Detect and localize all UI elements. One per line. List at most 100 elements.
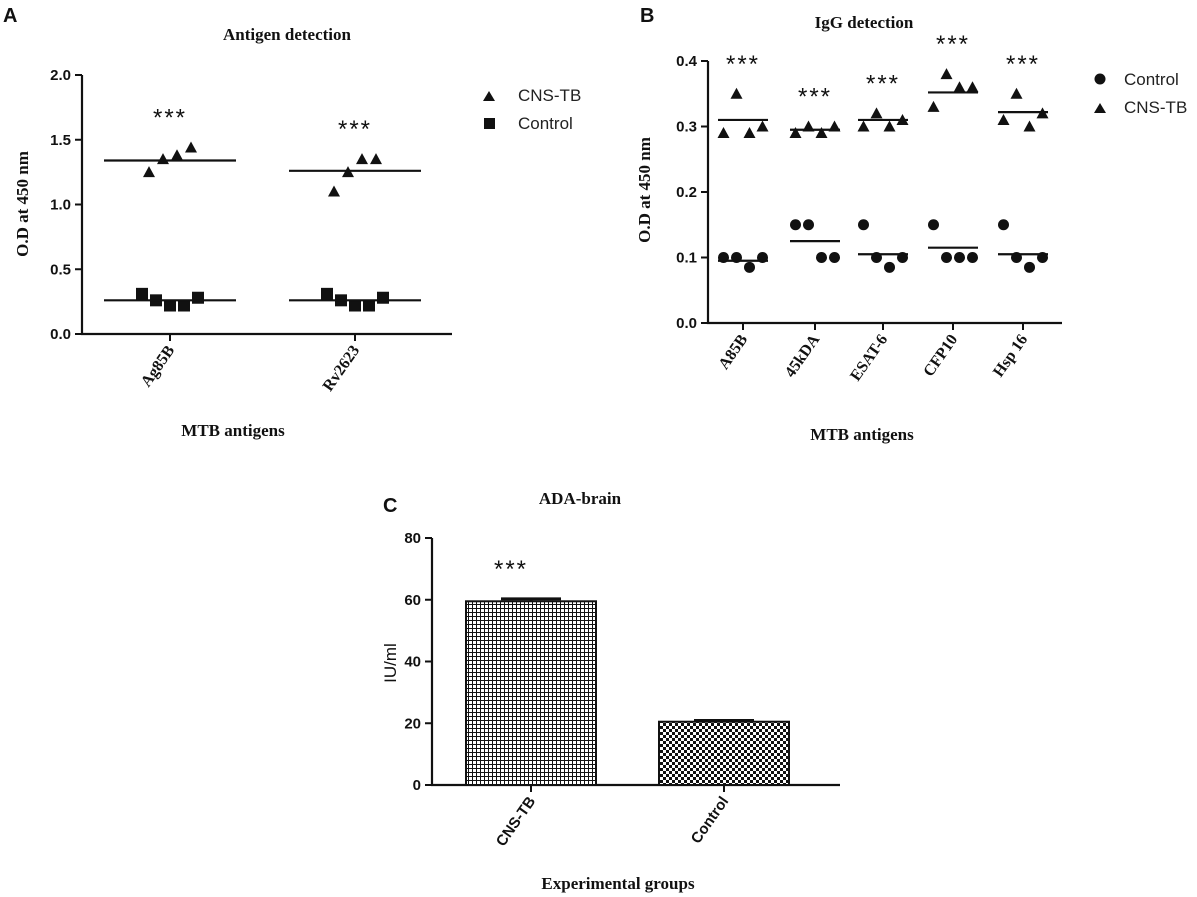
- b-circle-point: [816, 252, 827, 263]
- panel-c-significance: ***: [494, 556, 528, 583]
- b-triangle-point: [815, 127, 828, 139]
- a-significance-stars: ***: [153, 105, 187, 132]
- panel-b: B IgG detection O.D at 450 nm MTB antige…: [635, 5, 1187, 444]
- b-triangle-point: [717, 127, 730, 139]
- a-triangle-point: [370, 153, 382, 165]
- b-triangle-point: [730, 87, 743, 99]
- panel-b-points: [717, 68, 1049, 273]
- legend-triangle-marker: [483, 91, 495, 101]
- b-triangle-point: [966, 81, 979, 93]
- panel-a-legend-control: Control: [518, 114, 573, 133]
- b-circle-point: [928, 219, 939, 231]
- b-triangle-point: [789, 127, 802, 139]
- a-y-tick-label: 0.5: [50, 261, 71, 278]
- b-y-tick-label: 0.2: [676, 184, 697, 201]
- b-triangle-point: [756, 120, 769, 132]
- panel-b-y-axis-label: O.D at 450 nm: [635, 137, 654, 243]
- b-category-label: ESAT-6: [847, 332, 891, 385]
- b-y-tick-label: 0.4: [676, 53, 698, 70]
- a-square-point: [164, 299, 176, 312]
- panel-b-title: IgG detection: [815, 13, 914, 32]
- c-y-tick-label: 80: [404, 530, 421, 547]
- panel-a-significance: *** ***: [153, 105, 372, 144]
- b-circle-point: [941, 252, 952, 263]
- panel-a-y-ticks: 0.0 0.5 1.0 1.5 2.0: [50, 67, 82, 343]
- panel-c-title: ADA-brain: [539, 489, 622, 508]
- panel-c-categories: CNS-TB Control: [493, 785, 732, 850]
- legend-square-marker: [484, 118, 495, 129]
- panel-b-legend-control: Control: [1124, 70, 1179, 89]
- legend-triangle-marker: [1094, 103, 1106, 113]
- b-circle-point: [998, 219, 1009, 231]
- a-triangle-point: [328, 185, 340, 197]
- b-significance-stars: ***: [798, 84, 832, 111]
- a-triangle-point: [143, 166, 155, 178]
- b-triangle-point: [1023, 120, 1036, 132]
- a-square-point: [363, 299, 375, 312]
- b-circle-point: [884, 261, 895, 273]
- b-circle-point: [803, 219, 814, 231]
- b-triangle-point: [953, 81, 966, 93]
- b-category-label: Hsp 16: [990, 332, 1031, 381]
- panel-c-bars: [465, 597, 790, 787]
- b-category-label: A85B: [715, 331, 751, 372]
- panel-a-title: Antigen detection: [223, 25, 352, 44]
- c-y-tick-label: 0: [413, 777, 421, 794]
- panel-a-letter: A: [3, 5, 17, 27]
- b-circle-point: [967, 252, 978, 263]
- b-significance-stars: ***: [1006, 51, 1040, 78]
- panel-a-legend: CNS-TB Control: [483, 86, 581, 133]
- b-triangle-point: [857, 120, 870, 132]
- c-significance-stars: ***: [494, 556, 528, 583]
- a-significance-stars: ***: [338, 116, 372, 143]
- panel-b-categories: A85B 45kDA ESAT-6 CFP10 Hsp 16: [715, 323, 1031, 384]
- b-triangle-point: [997, 113, 1010, 125]
- c-bar: [465, 600, 597, 787]
- b-triangle-point: [940, 68, 953, 80]
- a-square-point: [136, 287, 148, 300]
- b-circle-point: [858, 219, 869, 231]
- panel-c-y-axis-label: IU/ml: [381, 643, 400, 683]
- panel-a-points: [104, 141, 421, 312]
- c-category-label: CNS-TB: [493, 793, 540, 849]
- panel-a-x-axis-label: MTB antigens: [181, 421, 285, 440]
- c-category-label: Control: [688, 794, 733, 847]
- a-triangle-point: [157, 153, 169, 165]
- a-category-label: Rv2623: [320, 343, 364, 395]
- panel-b-axes: [706, 61, 1062, 325]
- a-square-point: [377, 291, 389, 304]
- b-circle-point: [954, 252, 965, 263]
- a-square-point: [178, 299, 190, 312]
- a-category-label: Ag85B: [138, 342, 179, 390]
- panel-a-legend-cns-tb: CNS-TB: [518, 86, 581, 105]
- c-bar: [658, 720, 790, 786]
- a-y-tick-label: 2.0: [50, 67, 71, 84]
- panel-c-x-axis-label: Experimental groups: [541, 874, 695, 893]
- panel-b-x-axis-label: MTB antigens: [810, 425, 914, 444]
- b-circle-point: [1024, 261, 1035, 273]
- legend-circle-marker: [1094, 73, 1106, 85]
- panel-b-legend-cns-tb: CNS-TB: [1124, 98, 1187, 117]
- panel-a: A Antigen detection O.D at 450 nm MTB an…: [3, 5, 581, 440]
- panel-c-letter: C: [383, 495, 397, 517]
- a-triangle-point: [185, 141, 197, 153]
- a-y-tick-label: 0.0: [50, 326, 71, 343]
- panel-c: C ADA-brain IU/ml Experimental groups 0 2…: [381, 489, 840, 893]
- b-circle-point: [829, 252, 840, 263]
- b-triangle-point: [1010, 87, 1023, 99]
- panel-b-y-ticks: 0.0 0.1 0.2 0.3 0.4: [676, 53, 708, 332]
- a-triangle-point: [171, 149, 183, 161]
- a-square-point: [192, 291, 204, 304]
- panel-b-legend: Control CNS-TB: [1094, 70, 1187, 117]
- b-y-tick-label: 0.0: [676, 315, 697, 332]
- a-square-point: [349, 299, 361, 312]
- b-significance-stars: ***: [936, 31, 970, 58]
- a-y-tick-label: 1.5: [50, 132, 71, 149]
- b-circle-point: [744, 261, 755, 273]
- b-y-tick-label: 0.1: [676, 250, 697, 267]
- a-square-point: [321, 287, 333, 300]
- b-category-label: CFP10: [920, 332, 961, 380]
- b-category-label: 45kDA: [782, 331, 824, 380]
- b-circle-point: [790, 219, 801, 231]
